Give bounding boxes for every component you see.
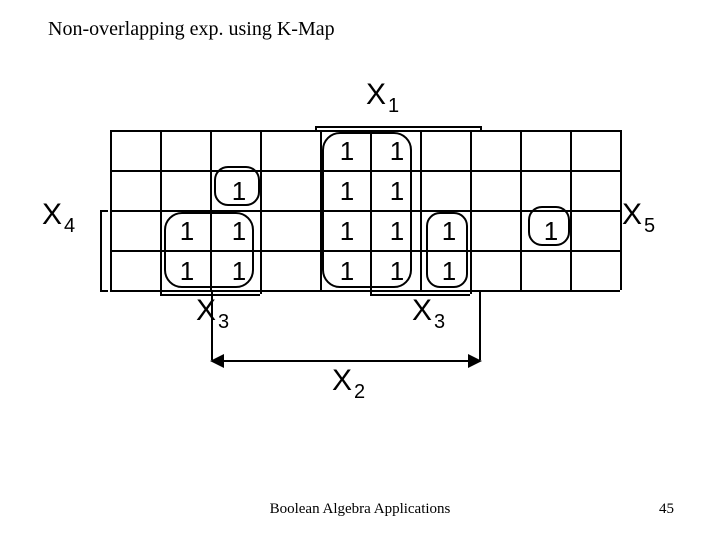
grid-col-line (570, 130, 572, 290)
footer-page-number: 45 (659, 501, 674, 518)
var-x1-sub: 1 (388, 95, 399, 118)
bracket-line (100, 210, 102, 290)
var-x2-label: X 2 (332, 364, 365, 398)
bracket-line (315, 126, 480, 128)
bracket-line (100, 210, 108, 212)
kmap-grouping (426, 212, 468, 288)
bracket-line (620, 210, 622, 290)
var-x3-left-text: X (196, 294, 216, 328)
bracket-line (100, 290, 108, 292)
var-x2-sub: 2 (354, 381, 365, 404)
var-x4-label: X 4 (42, 198, 75, 232)
bracket-line (470, 288, 472, 294)
var-x4-sub: 4 (64, 215, 75, 238)
bracket-line (211, 290, 213, 360)
bracket-line (480, 126, 482, 132)
bracket-line (260, 288, 262, 294)
kmap-grouping (214, 166, 260, 206)
var-x3-right-label: X 3 (412, 294, 445, 328)
var-x5-text: X (622, 198, 642, 232)
kmap-grouping (164, 212, 254, 288)
bracket-line (315, 126, 317, 132)
grid-col-line (110, 130, 112, 290)
grid-col-line (520, 130, 522, 290)
bracket-line (370, 294, 470, 296)
bracket-line (612, 290, 620, 292)
bracket-line (479, 290, 481, 360)
var-x1-text: X (366, 78, 386, 112)
var-x3-right-text: X (412, 294, 432, 328)
var-x5-label: X 5 (622, 198, 655, 232)
var-x1-label: X 1 (366, 78, 399, 112)
footer-center: Boolean Algebra Applications (0, 501, 720, 518)
bracket-line (370, 288, 372, 294)
kmap-grouping (528, 206, 570, 246)
var-x2-text: X (332, 364, 352, 398)
var-x5-sub: 5 (644, 215, 655, 238)
var-x4-text: X (42, 198, 62, 232)
var-x3-right-sub: 3 (434, 311, 445, 334)
grid-row-line (110, 290, 620, 292)
grid-col-line (470, 130, 472, 290)
bracket-line (160, 288, 162, 294)
bracket-line (612, 210, 620, 212)
bracket-line (160, 294, 260, 296)
grid-col-line (260, 130, 262, 290)
x2-arrow-line (222, 360, 468, 362)
diagram-title: Non-overlapping exp. using K-Map (48, 18, 335, 41)
var-x3-left-sub: 3 (218, 311, 229, 334)
kmap-diagram: X 1 X 4 X 5 X 3 X 3 X 2 1111111111111111 (60, 80, 660, 440)
kmap-grouping (322, 132, 412, 288)
grid-col-line (420, 130, 422, 290)
grid-col-line (160, 130, 162, 290)
